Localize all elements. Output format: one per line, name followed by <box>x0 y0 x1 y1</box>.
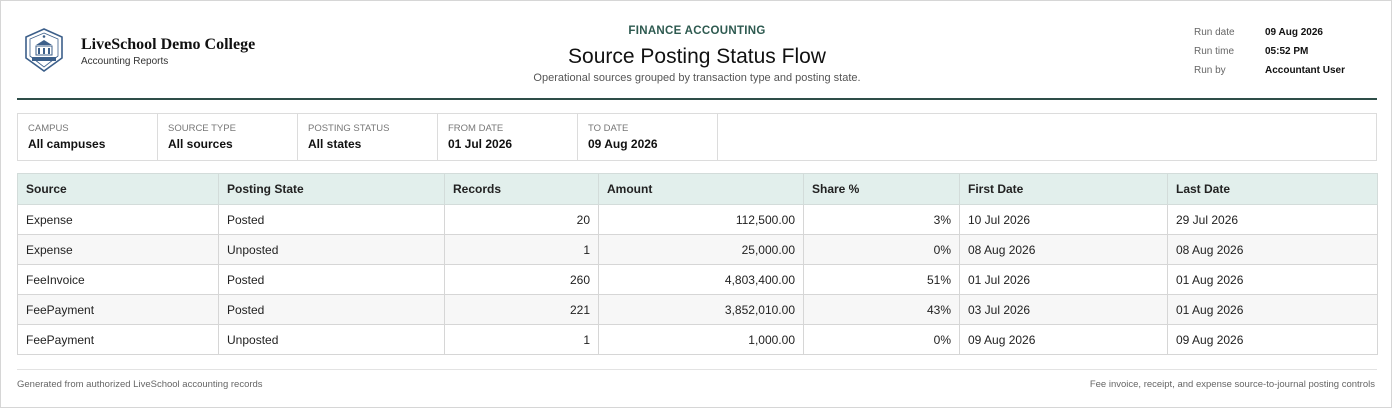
cell-last-date: 01 Aug 2026 <box>1167 264 1378 295</box>
table-row: FeePayment Posted 221 3,852,010.00 43% 0… <box>17 294 1378 325</box>
college-subtitle: Accounting Reports <box>81 56 169 67</box>
cell-first-date: 01 Jul 2026 <box>959 264 1168 295</box>
run-meta: Run date 09 Aug 2026 Run time 05:52 PM R… <box>1194 27 1374 84</box>
cell-records: 20 <box>444 204 599 235</box>
cell-share: 0% <box>803 234 960 265</box>
meta-row-run-time: Run time 05:52 PM <box>1194 46 1374 65</box>
filter-value: All sources <box>168 137 233 151</box>
filter-campus[interactable]: CAMPUS All campuses <box>18 114 158 160</box>
footer-source-note: Generated from authorized LiveSchool acc… <box>17 379 263 390</box>
cell-amount: 3,852,010.00 <box>598 294 804 325</box>
column-header-amount: Amount <box>598 173 804 205</box>
column-header-first-date: First Date <box>959 173 1168 205</box>
filter-label: TO DATE <box>588 123 629 134</box>
report-kicker: FINANCE ACCOUNTING <box>628 25 766 37</box>
posting-status-table: Source Posting State Records Amount Shar… <box>17 173 1378 355</box>
table-row: FeeInvoice Posted 260 4,803,400.00 51% 0… <box>17 264 1378 295</box>
filter-source-type[interactable]: SOURCE TYPE All sources <box>158 114 298 160</box>
college-crest-icon <box>25 28 63 72</box>
cell-first-date: 08 Aug 2026 <box>959 234 1168 265</box>
filter-label: FROM DATE <box>448 123 504 134</box>
cell-posting-state: Posted <box>218 264 445 295</box>
filter-posting-status[interactable]: POSTING STATUS All states <box>298 114 438 160</box>
meta-label: Run by <box>1194 65 1226 76</box>
cell-posting-state: Unposted <box>218 324 445 355</box>
cell-share: 3% <box>803 204 960 235</box>
cell-last-date: 09 Aug 2026 <box>1167 324 1378 355</box>
meta-value: Accountant User <box>1265 65 1346 76</box>
column-header-share: Share % <box>803 173 960 205</box>
filter-label: SOURCE TYPE <box>168 123 236 134</box>
cell-source: FeePayment <box>17 294 219 325</box>
cell-last-date: 08 Aug 2026 <box>1167 234 1378 265</box>
table-row: Expense Unposted 1 25,000.00 0% 08 Aug 2… <box>17 234 1378 265</box>
filter-from-date[interactable]: FROM DATE 01 Jul 2026 <box>438 114 578 160</box>
filter-value: All states <box>308 137 362 151</box>
cell-amount: 4,803,400.00 <box>598 264 804 295</box>
meta-label: Run time <box>1194 46 1235 57</box>
cell-first-date: 03 Jul 2026 <box>959 294 1168 325</box>
cell-amount: 112,500.00 <box>598 204 804 235</box>
meta-label: Run date <box>1194 27 1235 38</box>
filter-label: POSTING STATUS <box>308 123 390 134</box>
table-row: Expense Posted 20 112,500.00 3% 10 Jul 2… <box>17 204 1378 235</box>
cell-first-date: 10 Jul 2026 <box>959 204 1168 235</box>
cell-records: 1 <box>444 324 599 355</box>
report-header: LiveSchool Demo College Accounting Repor… <box>17 1 1377 100</box>
cell-source: FeeInvoice <box>17 264 219 295</box>
cell-source: Expense <box>17 204 219 235</box>
cell-last-date: 29 Jul 2026 <box>1167 204 1378 235</box>
cell-share: 0% <box>803 324 960 355</box>
cell-share: 43% <box>803 294 960 325</box>
cell-records: 221 <box>444 294 599 325</box>
table-row: FeePayment Unposted 1 1,000.00 0% 09 Aug… <box>17 324 1378 355</box>
cell-posting-state: Unposted <box>218 234 445 265</box>
report-title: Source Posting Status Flow <box>568 45 826 68</box>
cell-source: Expense <box>17 234 219 265</box>
meta-value: 09 Aug 2026 <box>1265 27 1323 38</box>
column-header-source: Source <box>17 173 219 205</box>
filter-value: 09 Aug 2026 <box>588 137 658 151</box>
filter-value: All campuses <box>28 137 106 151</box>
cell-first-date: 09 Aug 2026 <box>959 324 1168 355</box>
footer-divider <box>17 369 1377 370</box>
column-header-records: Records <box>444 173 599 205</box>
cell-records: 1 <box>444 234 599 265</box>
meta-row-run-by: Run by Accountant User <box>1194 65 1374 84</box>
column-header-last-date: Last Date <box>1167 173 1378 205</box>
filter-bar: CAMPUS All campuses SOURCE TYPE All sour… <box>17 113 1377 161</box>
report-description: Operational sources grouped by transacti… <box>533 72 861 84</box>
cell-posting-state: Posted <box>218 294 445 325</box>
meta-row-run-date: Run date 09 Aug 2026 <box>1194 27 1374 46</box>
filter-to-date[interactable]: TO DATE 09 Aug 2026 <box>578 114 718 160</box>
filter-label: CAMPUS <box>28 123 69 134</box>
college-name: LiveSchool Demo College <box>81 36 256 53</box>
cell-last-date: 01 Aug 2026 <box>1167 294 1378 325</box>
cell-amount: 25,000.00 <box>598 234 804 265</box>
cell-records: 260 <box>444 264 599 295</box>
filter-value: 01 Jul 2026 <box>448 137 513 151</box>
cell-share: 51% <box>803 264 960 295</box>
table-header-row: Source Posting State Records Amount Shar… <box>17 173 1378 205</box>
meta-value: 05:52 PM <box>1265 46 1309 57</box>
column-header-posting-state: Posting State <box>218 173 445 205</box>
cell-posting-state: Posted <box>218 204 445 235</box>
cell-amount: 1,000.00 <box>598 324 804 355</box>
cell-source: FeePayment <box>17 324 219 355</box>
footer-controls-note: Fee invoice, receipt, and expense source… <box>1089 379 1375 390</box>
